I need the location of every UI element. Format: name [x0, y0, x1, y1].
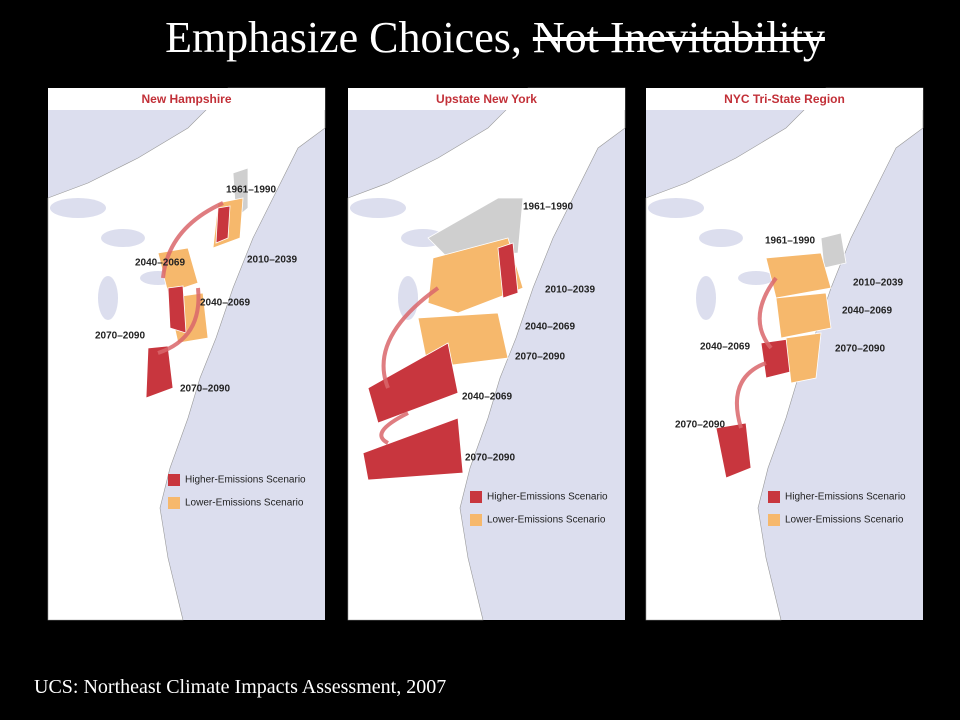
legend-label: Lower-Emissions Scenario	[487, 515, 606, 526]
state-shape	[820, 232, 847, 269]
source: UCS: Northeast Climate Impacts Assessmen…	[34, 676, 447, 698]
arrow	[381, 286, 440, 389]
period-label: 2070–2090	[835, 344, 885, 355]
period-label: 2010–2039	[247, 255, 297, 266]
panel-title: Upstate New York	[436, 92, 537, 106]
title-band	[646, 88, 923, 110]
state-shape	[362, 417, 464, 481]
state-shape	[775, 292, 832, 339]
legend-swatch	[168, 497, 180, 509]
lake	[696, 276, 716, 320]
legend-label: Lower-Emissions Scenario	[785, 515, 904, 526]
lake	[101, 229, 145, 247]
period-label: 2070–2090	[465, 453, 515, 464]
period-label: 2040–2069	[200, 298, 250, 309]
legend-swatch	[470, 491, 482, 503]
period-label: 2040–2069	[525, 322, 575, 333]
map-panel: Upstate New York 1961–1990 2010–2039 2040–2…	[347, 87, 626, 621]
period-label: 2040–2069	[135, 258, 185, 269]
period-label: 2010–2039	[545, 285, 595, 296]
legend-label: Higher-Emissions Scenario	[785, 492, 906, 503]
period-label: 2070–2090	[95, 331, 145, 342]
legend-label: Higher-Emissions Scenario	[185, 475, 306, 486]
title-band	[48, 88, 325, 110]
arrow	[757, 276, 778, 350]
state-shape	[215, 205, 231, 244]
arrow	[379, 411, 409, 445]
period-label: 1961–1990	[226, 185, 276, 196]
state-shape	[715, 422, 752, 479]
period-label: 1961–1990	[765, 236, 815, 247]
title-struck: Not Inevitability	[532, 13, 825, 62]
period-label: 2040–2069	[462, 392, 512, 403]
state-shape	[145, 345, 174, 399]
arrow	[157, 287, 201, 355]
slide-title: Emphasize Choices, Not Inevitability	[0, 12, 960, 63]
period-label: 2070–2090	[675, 420, 725, 431]
lake	[98, 276, 118, 320]
legend-swatch	[168, 474, 180, 486]
map-panel: NYC Tri-State Region 1961–1990 2010–2039 20…	[645, 87, 924, 621]
legend-swatch	[768, 491, 780, 503]
state-shape	[785, 332, 822, 384]
state-shape	[167, 285, 187, 334]
period-label: 2010–2039	[853, 278, 903, 289]
lake	[738, 271, 774, 285]
panel-title: New Hampshire	[141, 92, 231, 106]
arrow	[161, 201, 224, 279]
title-main: Emphasize Choices,	[165, 13, 522, 62]
lake	[648, 198, 704, 218]
legend-label: Higher-Emissions Scenario	[487, 492, 608, 503]
state-shape	[497, 242, 519, 299]
lake	[50, 198, 106, 218]
map-land	[47, 87, 326, 621]
period-label: 2070–2090	[515, 352, 565, 363]
legend-label: Lower-Emissions Scenario	[185, 498, 304, 509]
lake	[699, 229, 743, 247]
title-band	[348, 88, 625, 110]
period-label: 1961–1990	[523, 202, 573, 213]
legend-swatch	[768, 514, 780, 526]
period-label: 2070–2090	[180, 384, 230, 395]
lake	[350, 198, 406, 218]
period-label: 2040–2069	[700, 342, 750, 353]
panel-title: NYC Tri-State Region	[724, 92, 845, 106]
map-panel: New Hampshire 1961–1990 2010–2039 2040–2069…	[47, 87, 326, 621]
period-label: 2040–2069	[842, 306, 892, 317]
state-shape	[367, 342, 459, 424]
arrow	[734, 361, 767, 429]
legend-swatch	[470, 514, 482, 526]
